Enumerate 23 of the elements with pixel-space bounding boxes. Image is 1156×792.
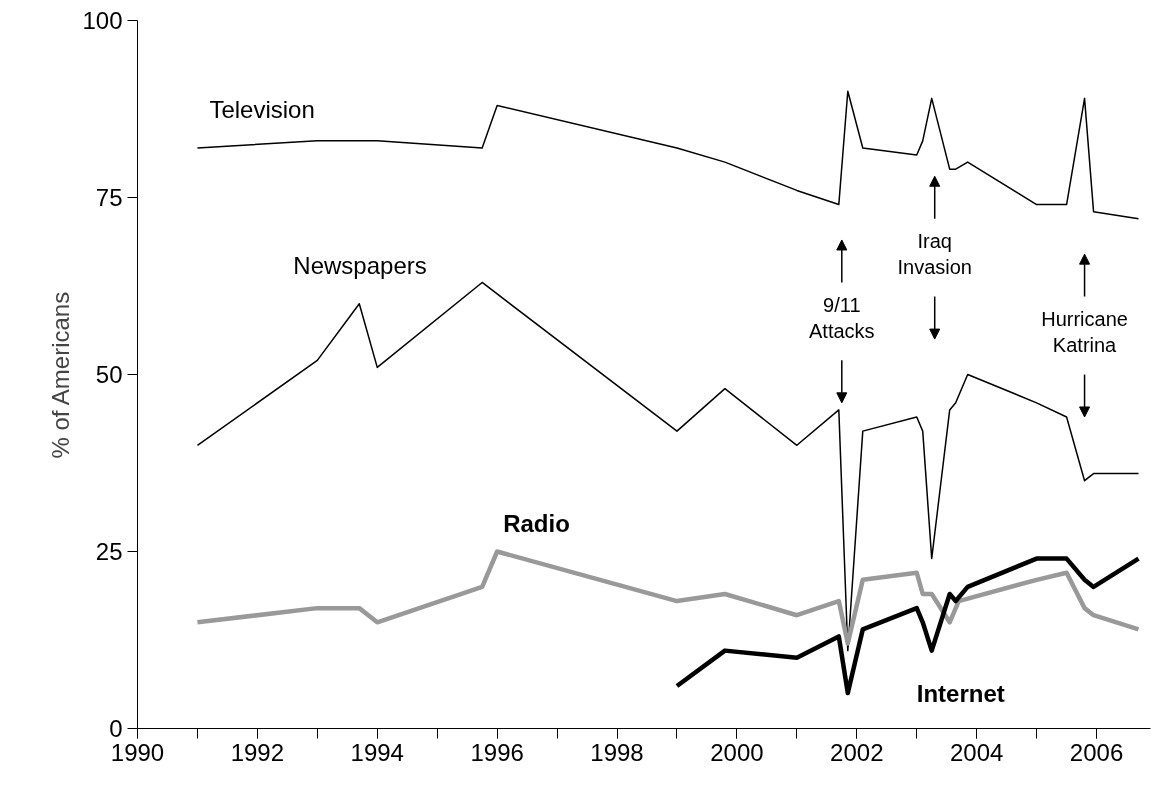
- x-tick-label: 2004: [949, 738, 1004, 766]
- series-label: Newspapers: [293, 251, 427, 279]
- y-tick-label: 50: [95, 361, 123, 388]
- x-tick-label: 1996: [470, 738, 524, 766]
- x-tick-label: 2000: [710, 738, 764, 766]
- line-series: [196, 90, 1140, 220]
- annotation: Iraq Invasion: [897, 230, 972, 278]
- x-tick-label: 2006: [1069, 738, 1124, 766]
- line-series: [195, 549, 1141, 646]
- y-tick-label: 75: [95, 184, 123, 211]
- line-series: [196, 281, 1140, 652]
- x-tick-label: 1994: [350, 738, 404, 766]
- series-label: Radio: [503, 510, 570, 538]
- series-label: Internet: [916, 680, 1005, 708]
- y-axis-title: % of Americans: [47, 291, 75, 459]
- y-tick-label: 25: [95, 538, 123, 565]
- annotation: 9/11 Attacks: [809, 294, 875, 342]
- x-tick-label: 1992: [230, 738, 285, 766]
- x-tick-label: 1998: [590, 738, 644, 766]
- y-tick-label: 100: [82, 7, 123, 34]
- annotation: Hurricane Katrina: [1041, 308, 1128, 356]
- series-label: Television: [209, 96, 315, 124]
- x-tick-label: 2002: [830, 738, 884, 766]
